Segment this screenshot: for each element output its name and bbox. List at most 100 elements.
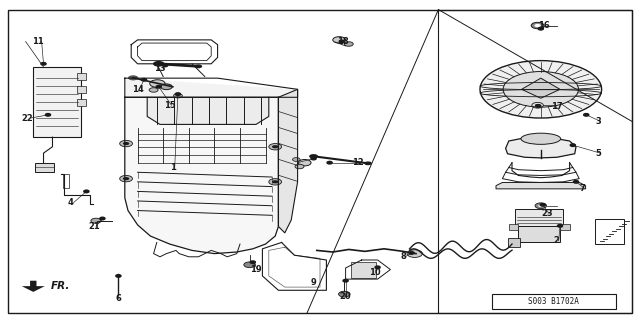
Circle shape [344,42,353,46]
Circle shape [173,93,182,98]
Bar [508,238,520,247]
Polygon shape [125,97,278,254]
Circle shape [123,177,129,180]
Text: 18: 18 [337,37,348,46]
Text: 10: 10 [369,268,380,277]
Circle shape [309,154,318,159]
Text: 12: 12 [353,158,364,167]
Circle shape [153,61,164,67]
Circle shape [163,64,168,67]
Circle shape [123,142,129,145]
Text: 4: 4 [67,198,74,207]
Bar [63,174,69,188]
Bar [33,67,81,137]
Bar [560,224,570,230]
Bar [351,262,376,278]
Text: 13: 13 [154,64,166,73]
Circle shape [156,85,161,88]
Bar [438,10,632,313]
Circle shape [150,80,165,87]
Text: FR.: FR. [51,280,70,291]
Text: 22: 22 [22,114,33,122]
Circle shape [570,144,575,146]
Circle shape [333,37,346,43]
Circle shape [298,160,311,166]
Circle shape [327,161,332,164]
Circle shape [343,279,348,282]
Text: 7: 7 [580,184,585,193]
Ellipse shape [480,61,602,118]
Circle shape [141,78,147,81]
Circle shape [295,164,304,169]
Circle shape [538,204,543,207]
Circle shape [407,250,422,257]
Text: 17: 17 [551,102,563,111]
Polygon shape [22,281,45,292]
Ellipse shape [503,71,579,107]
Circle shape [120,175,132,182]
Circle shape [161,84,172,90]
Circle shape [536,105,541,107]
Text: 16: 16 [538,21,550,30]
Text: 9: 9 [311,278,316,287]
Circle shape [100,217,105,220]
Bar [77,99,86,106]
Circle shape [375,266,380,269]
Polygon shape [522,78,560,98]
Circle shape [149,88,158,92]
Polygon shape [496,182,586,189]
Bar [509,224,518,230]
Text: 11: 11 [33,37,44,46]
Circle shape [339,40,344,43]
Polygon shape [278,89,298,233]
Circle shape [91,218,101,223]
Text: 23: 23 [541,209,553,218]
Circle shape [272,180,278,183]
Bar [77,86,86,93]
Ellipse shape [521,133,561,144]
Text: 5: 5 [595,149,602,158]
Circle shape [128,75,138,80]
Text: 21: 21 [89,222,100,231]
Circle shape [292,158,300,161]
Circle shape [339,291,350,297]
Circle shape [534,24,541,27]
Circle shape [45,114,51,116]
Circle shape [269,144,282,150]
Bar [77,73,86,80]
Circle shape [540,204,545,206]
Polygon shape [125,78,298,97]
Circle shape [250,261,255,263]
Circle shape [364,161,372,165]
Circle shape [538,27,543,30]
Polygon shape [147,97,269,124]
Bar [515,209,563,226]
Circle shape [269,179,282,185]
Text: 20: 20 [340,292,351,300]
Circle shape [535,203,547,209]
Text: 2: 2 [554,236,560,245]
Polygon shape [506,138,576,158]
Circle shape [195,64,202,68]
Circle shape [311,157,316,160]
Text: S003 B1702A: S003 B1702A [528,297,579,306]
Text: 19: 19 [250,265,262,274]
Circle shape [175,93,180,95]
Text: 3: 3 [596,117,601,126]
Circle shape [41,63,46,65]
Text: 14: 14 [132,85,143,94]
Circle shape [535,104,540,107]
Bar [518,226,560,242]
Circle shape [116,275,121,277]
Text: 6: 6 [115,294,122,303]
Bar [595,219,624,244]
Circle shape [584,114,589,116]
Text: 15: 15 [164,101,175,110]
Circle shape [244,262,255,268]
Bar [492,294,616,309]
Bar [35,163,54,172]
Circle shape [573,181,579,183]
Circle shape [557,225,563,227]
Circle shape [120,140,132,147]
Text: 1: 1 [170,163,176,172]
